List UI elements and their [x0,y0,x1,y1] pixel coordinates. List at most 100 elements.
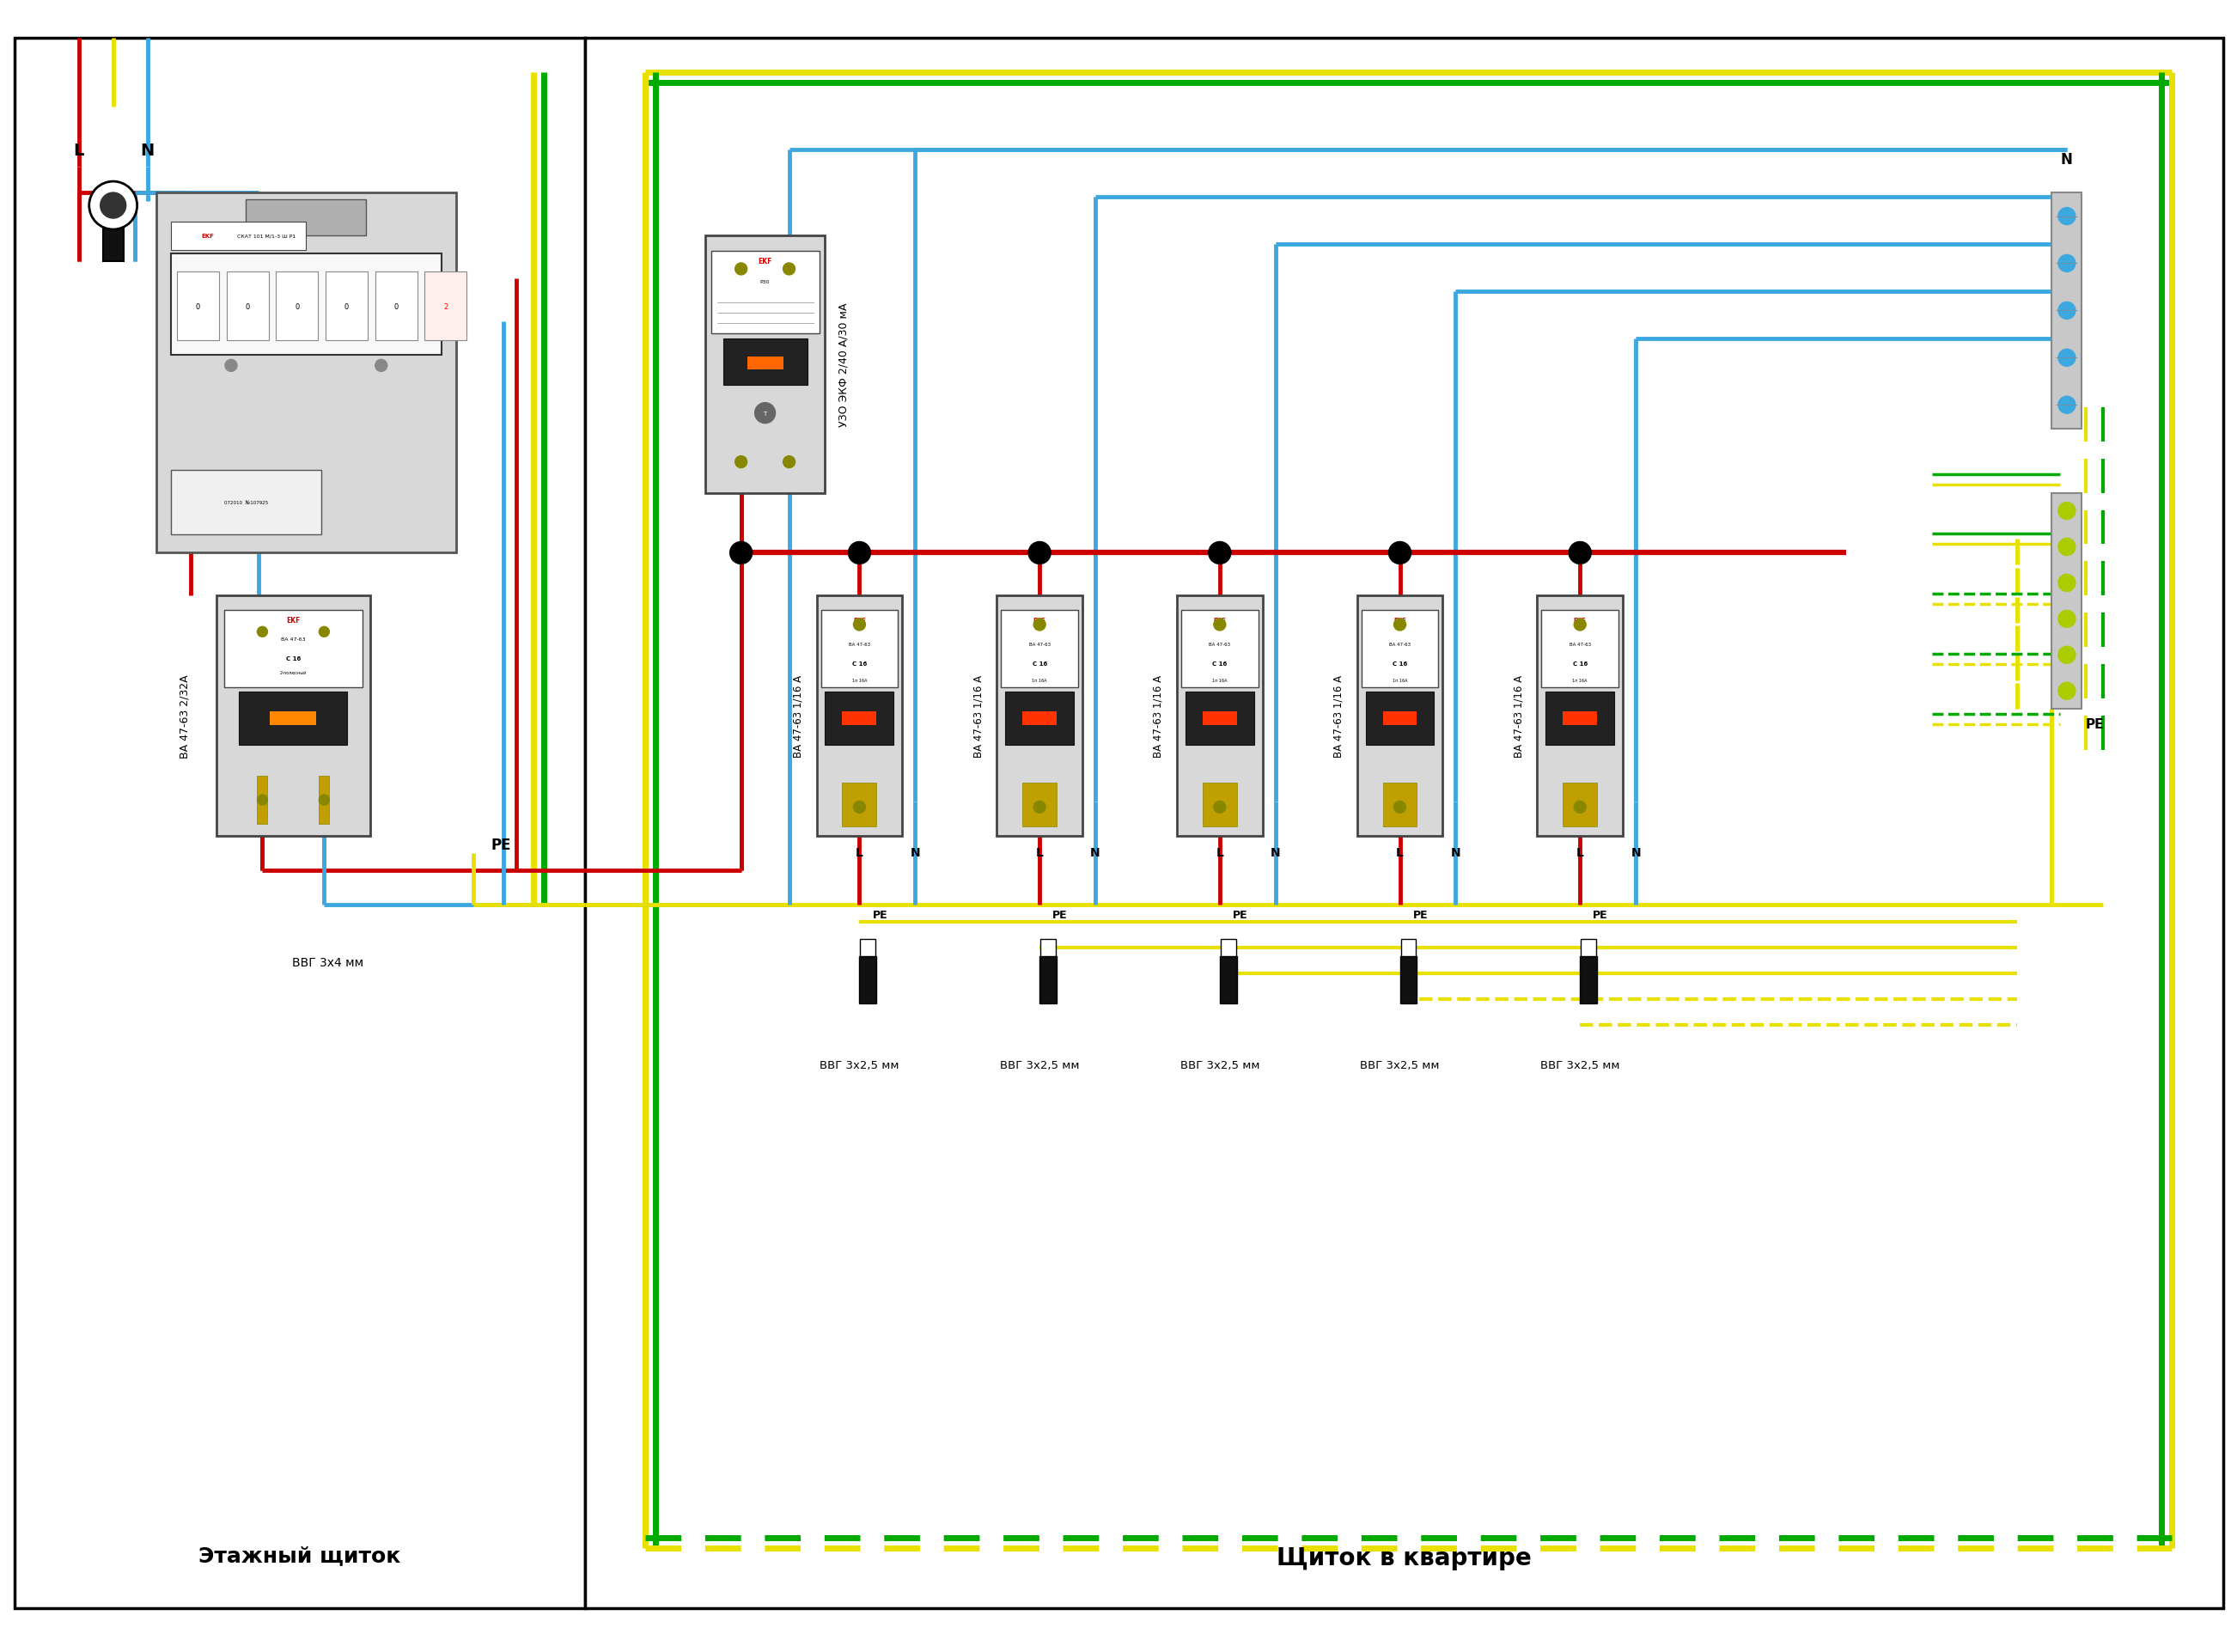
FancyBboxPatch shape [1177,596,1262,836]
Text: EKF: EKF [1394,618,1407,623]
FancyBboxPatch shape [1382,783,1416,826]
Text: C 16: C 16 [1573,661,1588,666]
Circle shape [783,456,794,469]
Circle shape [2058,502,2076,520]
Text: ВА 47-63 1/16 А: ВА 47-63 1/16 А [792,676,803,758]
Circle shape [376,360,387,372]
FancyBboxPatch shape [1040,940,1056,957]
Text: L: L [1396,846,1403,859]
FancyBboxPatch shape [584,40,2224,1607]
Text: 1п 16А: 1п 16А [1212,677,1228,682]
FancyBboxPatch shape [1000,611,1078,687]
Text: 1п 16А: 1п 16А [852,677,868,682]
Circle shape [226,360,237,372]
Circle shape [1575,620,1586,631]
Text: L: L [1217,846,1224,859]
FancyBboxPatch shape [320,776,329,824]
Text: PE: PE [490,838,510,852]
Circle shape [736,264,747,276]
FancyBboxPatch shape [239,692,347,745]
Circle shape [1208,542,1230,565]
Text: 0: 0 [394,302,398,311]
Text: ВВГ 3х2,5 мм: ВВГ 3х2,5 мм [1541,1059,1620,1070]
FancyBboxPatch shape [1186,692,1255,745]
Text: ВА 47-63 1/16 А: ВА 47-63 1/16 А [1512,676,1523,758]
Text: EKF: EKF [1033,618,1047,623]
FancyBboxPatch shape [1040,957,1056,1003]
Text: PE: PE [2085,719,2105,730]
FancyBboxPatch shape [271,712,315,725]
FancyBboxPatch shape [2051,193,2083,430]
Circle shape [2058,648,2076,664]
FancyBboxPatch shape [2051,494,2083,709]
Circle shape [2058,208,2076,225]
Text: EKF: EKF [852,618,866,623]
Text: N: N [2060,152,2074,167]
FancyBboxPatch shape [170,221,306,251]
FancyBboxPatch shape [821,611,897,687]
Text: PE: PE [1593,909,1608,920]
Text: C 16: C 16 [852,661,868,666]
Text: ВА 47-63: ВА 47-63 [1568,643,1591,646]
FancyBboxPatch shape [859,957,877,1003]
Circle shape [2058,539,2076,557]
Circle shape [783,264,794,276]
FancyBboxPatch shape [1579,957,1597,1003]
FancyBboxPatch shape [1365,692,1434,745]
FancyBboxPatch shape [723,339,808,385]
FancyBboxPatch shape [825,692,895,745]
Text: C 16: C 16 [1031,661,1047,666]
Text: ВВГ 3х2,5 мм: ВВГ 3х2,5 мм [819,1059,899,1070]
Text: N: N [1450,846,1461,859]
FancyBboxPatch shape [843,783,877,826]
FancyBboxPatch shape [177,273,219,340]
Circle shape [1394,801,1405,813]
Text: EKF: EKF [1573,618,1586,623]
FancyBboxPatch shape [998,596,1083,836]
FancyBboxPatch shape [1582,940,1597,957]
FancyBboxPatch shape [1219,957,1237,1003]
FancyBboxPatch shape [1564,783,1597,826]
Circle shape [2058,396,2076,415]
Text: N: N [1631,846,1640,859]
Text: P30: P30 [761,281,770,284]
FancyBboxPatch shape [711,251,819,334]
FancyBboxPatch shape [705,236,825,494]
Circle shape [2058,350,2076,367]
FancyBboxPatch shape [843,712,877,725]
Text: PE: PE [872,909,888,920]
Circle shape [2058,611,2076,628]
FancyBboxPatch shape [157,193,456,553]
Text: C 16: C 16 [1212,661,1228,666]
Text: C 16: C 16 [1391,661,1407,666]
Circle shape [2058,256,2076,273]
Text: Этажный щиток: Этажный щиток [199,1545,400,1564]
Circle shape [1215,620,1226,631]
Text: ВВГ 3х2,5 мм: ВВГ 3х2,5 мм [1179,1059,1259,1070]
FancyBboxPatch shape [1204,712,1237,725]
FancyBboxPatch shape [246,200,367,236]
Text: T: T [763,411,767,416]
Circle shape [320,628,329,638]
Text: N: N [1271,846,1280,859]
FancyBboxPatch shape [327,273,367,340]
FancyBboxPatch shape [376,273,418,340]
Circle shape [848,542,870,565]
Text: C 16: C 16 [286,656,300,661]
Text: ВА 47-63 1/16 А: ВА 47-63 1/16 А [973,676,984,758]
FancyBboxPatch shape [1382,712,1416,725]
FancyBboxPatch shape [1546,692,1615,745]
Circle shape [257,795,268,806]
Circle shape [2058,575,2076,591]
FancyBboxPatch shape [1537,596,1622,836]
Text: 2-полюсный: 2-полюсный [280,671,306,676]
Text: ВВГ 3х2,5 мм: ВВГ 3х2,5 мм [1000,1059,1078,1070]
Circle shape [855,801,866,813]
Text: N: N [1089,846,1101,859]
Circle shape [101,193,125,220]
Text: N: N [141,142,154,159]
FancyBboxPatch shape [1204,783,1237,826]
Circle shape [1575,801,1586,813]
FancyBboxPatch shape [13,40,584,1607]
Circle shape [2058,682,2076,700]
